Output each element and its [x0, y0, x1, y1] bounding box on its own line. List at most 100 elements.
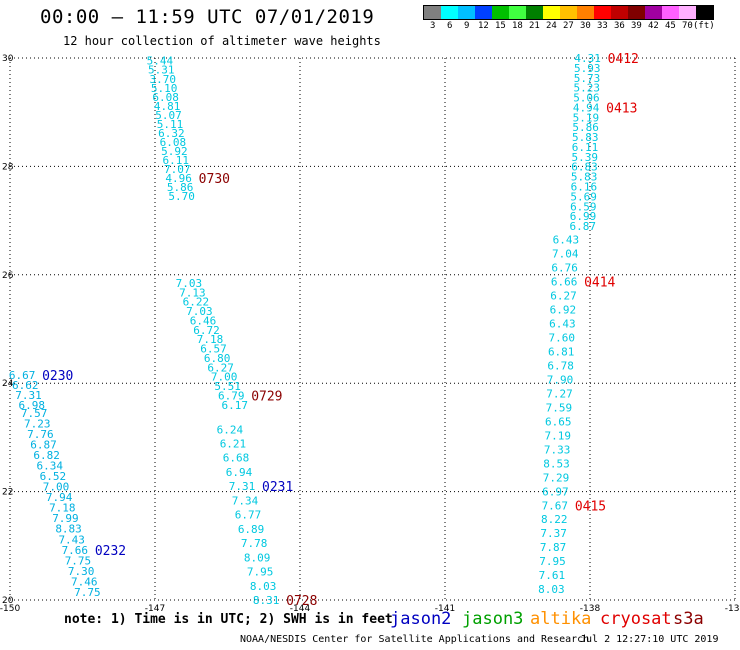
wave-height-point: 7.29 — [543, 471, 570, 484]
pass-time-label: 0414 — [584, 276, 615, 291]
wave-height-point: 6.76 — [551, 262, 578, 275]
y-tick-label: 22 — [2, 488, 13, 498]
y-tick-label: 20 — [2, 596, 14, 606]
colorbar-label: 6 — [447, 21, 453, 31]
colorbar-swatch — [662, 6, 679, 19]
wave-height-point: 5.93 — [574, 62, 601, 75]
wave-height-point: 6.46 — [190, 314, 217, 327]
wave-height-point: 6.21 — [220, 437, 247, 450]
wave-height-point: 8.83 — [55, 523, 82, 536]
wave-height-point: 7.95 — [539, 555, 566, 568]
pass-time-label: 0231 — [262, 480, 293, 495]
y-tick-label: 30 — [2, 54, 14, 64]
wave-height-point: 6.87 — [30, 439, 57, 452]
wave-height-point: 6.68 — [223, 452, 250, 465]
wave-height-point: 5.31 — [148, 64, 175, 77]
colorbar-label: 12 — [478, 21, 489, 31]
wave-height-point: 7.18 — [197, 333, 224, 346]
generation-timestamp: Jul 2 12:27:10 UTC 2019 — [580, 634, 719, 645]
x-tick-label: -135 — [725, 604, 740, 614]
wave-height-point: 6.43 — [553, 234, 580, 247]
wave-height-point: 6.78 — [547, 359, 574, 372]
y-tick-label: 28 — [2, 162, 14, 172]
wave-height-point: 6.82 — [33, 449, 60, 462]
wave-height-point: 7.59 — [546, 401, 573, 414]
colorbar-label: (ft) — [693, 21, 715, 31]
wave-height-point: 7.99 — [52, 512, 79, 525]
wave-height-point: 6.65 — [545, 415, 572, 428]
colorbar-label: 39 — [631, 21, 642, 31]
wave-height-point: 5.44 — [147, 55, 174, 68]
wave-height-point: 7.76 — [27, 428, 54, 441]
colorbar-swatch — [645, 6, 662, 19]
pass-time-label: 0413 — [606, 101, 637, 116]
wave-height-point: 6.62 — [12, 379, 39, 392]
wave-height-point: 7.00 — [43, 481, 70, 494]
wave-height-point: 6.17 — [222, 399, 249, 412]
colorbar-label: 21 — [529, 21, 540, 31]
wave-height-point: 4.81 — [154, 100, 181, 113]
wave-height-point: 4.31 — [574, 52, 601, 65]
wave-height-point: 5.69 — [570, 190, 597, 203]
wave-height-point: 7.33 — [544, 443, 571, 456]
wave-height-point: 6.52 — [40, 470, 67, 483]
wave-height-point: 7.78 — [241, 537, 268, 550]
x-tick-label: -141 — [435, 604, 455, 614]
wave-height-point: 5.83 — [571, 171, 598, 184]
colorbar-label: 9 — [464, 21, 470, 31]
wave-height-point: 5.19 — [573, 111, 600, 124]
wave-height-point: 6.77 — [235, 509, 262, 522]
wave-height-point: 7.27 — [546, 387, 573, 400]
colorbar-label: 70 — [682, 21, 693, 31]
wave-height-point: 7.04 — [552, 248, 579, 261]
wave-height-point: 6.11 — [572, 141, 599, 154]
colorbar-label: 15 — [495, 21, 506, 31]
wave-height-point: 6.72 — [193, 324, 220, 337]
wave-height-point: 7.34 — [232, 494, 259, 507]
wave-height-point: 8.22 — [541, 513, 568, 526]
colorbar-swatch — [526, 6, 543, 19]
wave-height-point: 7.60 — [549, 331, 576, 344]
x-tick-label: -144 — [290, 604, 311, 614]
wave-height-point: 7.30 — [68, 565, 95, 578]
wave-height-point: 5.51 — [214, 380, 241, 393]
wave-height-point: 5.86 — [167, 181, 194, 194]
wave-height-point: 5.86 — [572, 121, 599, 134]
colorbar-swatch — [611, 6, 628, 19]
pass-time-label: 0730 — [199, 172, 230, 187]
colorbar-swatch — [679, 6, 696, 19]
wave-height-point: 4.94 — [573, 101, 600, 114]
wave-height-point: 6.32 — [158, 127, 185, 140]
wave-height-point: 7.31 — [229, 480, 256, 493]
colorbar-swatch — [509, 6, 526, 19]
wave-height-point: 6.27 — [550, 290, 577, 303]
colorbar-swatch — [543, 6, 560, 19]
satellite-legend-jason2: jason2 — [390, 609, 452, 629]
wave-height-point: 6.94 — [226, 466, 253, 479]
wave-height-point: 5.39 — [571, 151, 598, 164]
wave-height-point: 7.43 — [58, 533, 85, 546]
wave-height-point: 6.89 — [238, 523, 265, 536]
wave-height-point: 6.92 — [550, 303, 577, 316]
wave-height-point: 7.18 — [49, 502, 76, 515]
wave-height-point: 6.67 — [9, 369, 36, 382]
colorbar-label: 30 — [580, 21, 591, 31]
wave-height-point: 7.75 — [74, 586, 101, 599]
wave-height-point: 3.70 — [149, 73, 176, 86]
wave-height-point: 5.11 — [157, 118, 184, 131]
pass-time-label: 0412 — [608, 52, 639, 67]
credit-line: NOAA/NESDIS Center for Satellite Applica… — [240, 634, 590, 645]
wave-height-point: 5.83 — [572, 131, 599, 144]
wave-height-point: 6.08 — [160, 136, 187, 149]
colorbar-swatch — [424, 6, 441, 19]
wave-height-point: 7.46 — [71, 575, 98, 588]
wave-height-point: 5.07 — [155, 109, 182, 122]
colorbar-label: 45 — [665, 21, 676, 31]
colorbar-label: 24 — [546, 21, 557, 31]
wave-height-point: 5.73 — [574, 72, 601, 85]
wave-height-point: 6.08 — [152, 91, 179, 104]
wave-height-point: 7.94 — [46, 491, 73, 504]
wave-height-point: 7.23 — [24, 418, 51, 431]
y-tick-label: 24 — [2, 379, 14, 389]
